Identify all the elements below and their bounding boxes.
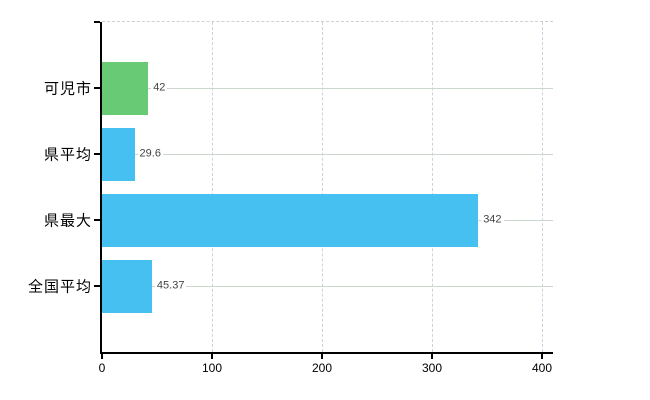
- x-axis-tick: [101, 354, 103, 359]
- x-axis-tick: [541, 354, 543, 359]
- y-axis-tick: [94, 219, 100, 221]
- plot-area: 42 29.6 342 45.37: [102, 22, 553, 352]
- x-axis-tick-label: 300: [421, 361, 443, 375]
- y-axis-line: [100, 22, 102, 352]
- x-axis-tick-label: 0: [98, 361, 106, 375]
- y-axis-tick: [94, 153, 100, 155]
- x-axis-line: [100, 352, 553, 354]
- category-label: 県平均: [43, 146, 92, 164]
- x-axis-tick-label: 400: [531, 361, 553, 375]
- x-axis-tick: [431, 354, 433, 359]
- vertical-gridline: [432, 22, 433, 352]
- y-axis-tick: [94, 87, 100, 89]
- value-label: 42: [151, 81, 168, 95]
- vertical-gridline: [212, 22, 213, 352]
- x-axis-tick-label: 100: [201, 361, 223, 375]
- value-label: 29.6: [137, 147, 163, 161]
- value-label: 342: [481, 213, 504, 227]
- x-axis-tick-label: 200: [311, 361, 333, 375]
- x-axis-tick: [321, 354, 323, 359]
- vertical-gridline: [542, 22, 543, 352]
- bar-1: [102, 61, 149, 115]
- plot-top-border: [102, 21, 553, 22]
- horizontal-gridline: [102, 154, 553, 155]
- horizontal-gridline: [102, 286, 553, 287]
- bar-4: [102, 259, 152, 313]
- category-label: 全国平均: [27, 278, 92, 296]
- bar-3: [102, 193, 479, 247]
- bar-2: [102, 127, 135, 181]
- horizontal-gridline: [102, 88, 553, 89]
- category-label: 県最大: [43, 212, 92, 230]
- y-axis-top-tick: [94, 21, 100, 23]
- y-axis-tick: [94, 285, 100, 287]
- vertical-gridline: [322, 22, 323, 352]
- x-axis-tick: [211, 354, 213, 359]
- value-label: 45.37: [154, 279, 187, 293]
- category-label: 可児市: [43, 80, 92, 98]
